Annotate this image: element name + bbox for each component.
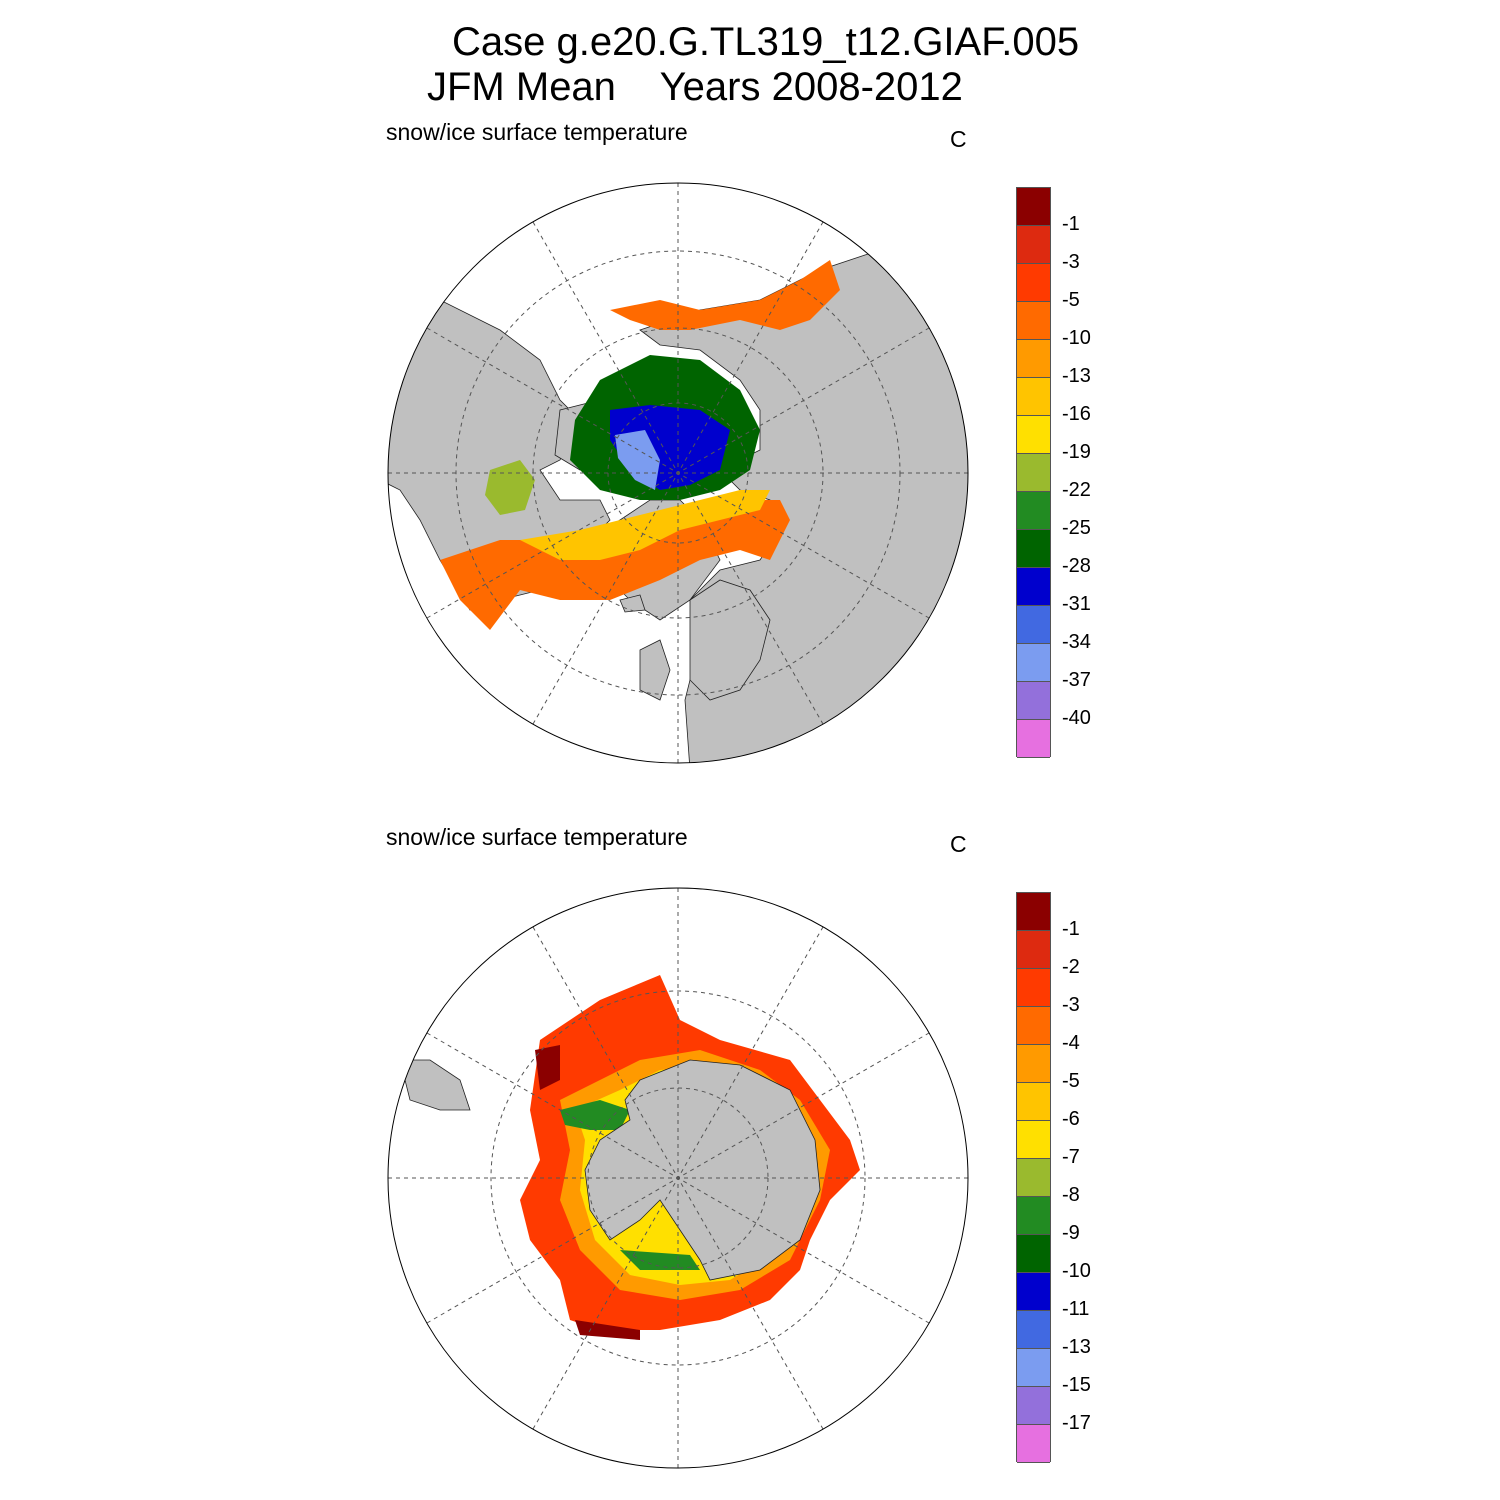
sea-ice-band-lightblue: [615, 430, 660, 490]
antarctic-colorbar-tick-label: -17: [1062, 1412, 1091, 1434]
antarctic-colorbar-segment: [1017, 1159, 1050, 1197]
arctic-colorbar-segment: [1017, 302, 1050, 340]
arctic-colorbar-tick-label: -28: [1062, 555, 1091, 577]
arctic-colorbar-segment: [1017, 378, 1050, 416]
arctic-colorbar-tick-label: -1: [1062, 213, 1080, 235]
antarctic-colorbar-tick-label: -9: [1062, 1222, 1080, 1244]
antarctic-colorbar-segment: [1017, 969, 1050, 1007]
arctic-colorbar-segment: [1017, 492, 1050, 530]
panel2-unit-label: C: [950, 831, 967, 857]
arctic-colorbar-segment: [1017, 454, 1050, 492]
antarctic-colorbar-segment: [1017, 1083, 1050, 1121]
arctic-colorbar-segment: [1017, 720, 1050, 758]
arctic-colorbar-tick-label: -10: [1062, 327, 1091, 349]
antarctic-colorbar-tick-label: -3: [1062, 994, 1080, 1016]
antarctic-colorbar-tick-label: -1: [1062, 918, 1080, 940]
panel2-field-label: snow/ice surface temperature: [386, 824, 688, 850]
arctic-colorbar-tick-label: -19: [1062, 441, 1091, 463]
antarctic-colorbar: [1016, 892, 1051, 1463]
arctic-colorbar-segment: [1017, 530, 1050, 568]
antarctic-colorbar-segment: [1017, 893, 1050, 931]
south-america-land: [399, 1059, 471, 1111]
antarctic-colorbar-segment: [1017, 1045, 1050, 1083]
sea-ice-ross-green: [620, 1250, 700, 1270]
arctic-colorbar-segment: [1017, 226, 1050, 264]
arctic-colorbar-tick-label: -34: [1062, 631, 1091, 653]
antarctic-colorbar-tick-label: -5: [1062, 1070, 1080, 1092]
antarctic-colorbar-segment: [1017, 931, 1050, 969]
antarctic-colorbar-segment: [1017, 1387, 1050, 1425]
sea-ice-band-warm: [440, 500, 790, 630]
antarctic-map-border: [387, 887, 969, 1469]
arctic-colorbar: [1016, 187, 1051, 758]
arctic-colorbar-tick-label: -5: [1062, 289, 1080, 311]
antarctic-colorbar-segment: [1017, 1121, 1050, 1159]
arctic-colorbar-segment: [1017, 606, 1050, 644]
antarctic-colorbar-segment: [1017, 1235, 1050, 1273]
arctic-colorbar-segment: [1017, 682, 1050, 720]
antarctic-colorbar-segment: [1017, 1349, 1050, 1387]
antarctic-colorbar-tick-label: -10: [1062, 1260, 1091, 1282]
arctic-colorbar-tick-label: -16: [1062, 403, 1091, 425]
arctic-colorbar-segment: [1017, 264, 1050, 302]
panel1-unit-label: C: [950, 126, 967, 152]
antarctic-colorbar-tick-label: -6: [1062, 1108, 1080, 1130]
arctic-colorbar-tick-label: -40: [1062, 707, 1091, 729]
antarctic-colorbar-tick-label: -8: [1062, 1184, 1080, 1206]
arctic-colorbar-tick-label: -3: [1062, 251, 1080, 273]
antarctic-colorbar-segment: [1017, 1273, 1050, 1311]
arctic-graticule: [388, 183, 968, 763]
antarctica-land: [584, 1059, 821, 1281]
arctic-colorbar-tick-label: -31: [1062, 593, 1091, 615]
arctic-colorbar-segment: [1017, 340, 1050, 378]
arctic-colorbar-tick-label: -22: [1062, 479, 1091, 501]
antarctic-colorbar-tick-label: -4: [1062, 1032, 1080, 1054]
antarctic-graticule: [388, 888, 968, 1468]
sea-ice-ross-dark: [575, 1320, 640, 1340]
antarctic-colorbar-segment: [1017, 1425, 1050, 1463]
antarctic-colorbar-segment: [1017, 1311, 1050, 1349]
antarctic-colorbar-segment: [1017, 1197, 1050, 1235]
antarctic-colorbar-tick-label: -15: [1062, 1374, 1091, 1396]
sea-ice-hudson-bay: [485, 460, 535, 515]
antarctic-colorbar-tick-label: -7: [1062, 1146, 1080, 1168]
antarctic-colorbar-segment: [1017, 1007, 1050, 1045]
arctic-sea-ice-field: [440, 260, 840, 630]
panel1-field-label: snow/ice surface temperature: [386, 119, 688, 145]
sea-ice-weddell-dark: [535, 1045, 560, 1090]
arctic-colorbar-segment: [1017, 416, 1050, 454]
sea-ice-band-pacific: [610, 260, 840, 330]
sea-ice-weddell-green: [560, 1100, 630, 1130]
arctic-colorbar-tick-label: -25: [1062, 517, 1091, 539]
arctic-colorbar-segment: [1017, 568, 1050, 606]
sea-ice-band-yellow: [520, 490, 770, 560]
antarctic-colorbar-tick-label: -13: [1062, 1336, 1091, 1358]
antarctic-colorbar-tick-label: -11: [1062, 1298, 1090, 1320]
arctic-colorbar-segment: [1017, 644, 1050, 682]
antarctic-colorbar-tick-label: -2: [1062, 956, 1080, 978]
arctic-colorbar-segment: [1017, 188, 1050, 226]
figure-title-case: Case g.e20.G.TL319_t12.GIAF.005: [452, 20, 1080, 64]
arctic-colorbar-tick-label: -13: [1062, 365, 1091, 387]
figure-title-period: JFM Mean Years 2008-2012: [427, 65, 963, 109]
arctic-map-border: [387, 182, 969, 764]
arctic-colorbar-tick-label: -37: [1062, 669, 1091, 691]
